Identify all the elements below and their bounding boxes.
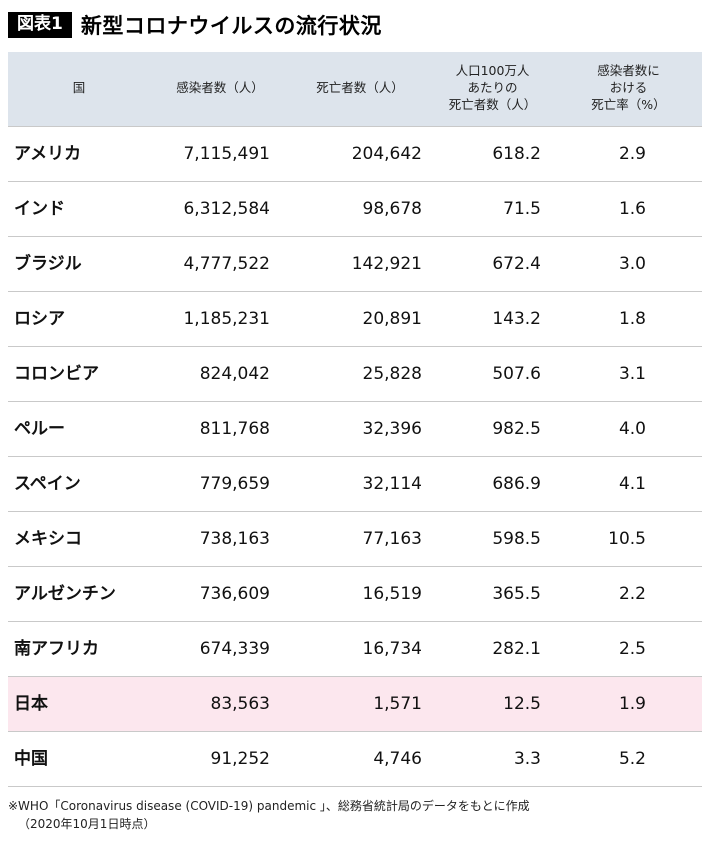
covid-table: 国 感染者数（人） 死亡者数（人） 人口100万人 あたりの 死亡者数（人） 感… bbox=[8, 52, 702, 787]
death-count-cell: 77,163 bbox=[290, 511, 430, 567]
deaths-per-million-cell: 3.3 bbox=[430, 731, 555, 787]
deaths-per-million-cell: 143.2 bbox=[430, 291, 555, 347]
deaths-per-million-cell: 365.5 bbox=[430, 566, 555, 622]
table-row: ペルー 811,768 32,396 982.5 4.0 bbox=[8, 401, 702, 457]
infected-count-cell: 1,185,231 bbox=[150, 291, 290, 347]
death-count-cell: 32,396 bbox=[290, 401, 430, 457]
figure-title: 図表1 新型コロナウイルスの流行状況 bbox=[8, 10, 702, 40]
table-row: 中国 91,252 4,746 3.3 5.2 bbox=[8, 731, 702, 787]
fatality-rate-cell: 2.2 bbox=[555, 566, 702, 622]
country-cell: インド bbox=[8, 181, 150, 237]
source-line: ※WHO「Coronavirus disease (COVID-19) pand… bbox=[8, 798, 530, 813]
deaths-per-million-cell: 598.5 bbox=[430, 511, 555, 567]
country-cell: 中国 bbox=[8, 731, 150, 787]
country-cell: 南アフリカ bbox=[8, 621, 150, 677]
infected-count-cell: 6,312,584 bbox=[150, 181, 290, 237]
country-cell: コロンビア bbox=[8, 346, 150, 402]
fatality-rate-cell: 2.9 bbox=[555, 126, 702, 182]
table-row: 南アフリカ 674,339 16,734 282.1 2.5 bbox=[8, 621, 702, 677]
infected-count-cell: 83,563 bbox=[150, 676, 290, 732]
country-cell: メキシコ bbox=[8, 511, 150, 567]
fatality-rate-cell: 10.5 bbox=[555, 511, 702, 567]
country-cell: ペルー bbox=[8, 401, 150, 457]
fatality-rate-cell: 1.6 bbox=[555, 181, 702, 237]
country-cell: ブラジル bbox=[8, 236, 150, 292]
table-row: ロシア 1,185,231 20,891 143.2 1.8 bbox=[8, 291, 702, 347]
deaths-per-million-cell: 507.6 bbox=[430, 346, 555, 402]
infected-count-cell: 91,252 bbox=[150, 731, 290, 787]
country-cell: 日本 bbox=[8, 676, 150, 732]
death-count-cell: 25,828 bbox=[290, 346, 430, 402]
country-cell: アメリカ bbox=[8, 126, 150, 182]
table-row: メキシコ 738,163 77,163 598.5 10.5 bbox=[8, 511, 702, 567]
fatality-rate-cell: 4.1 bbox=[555, 456, 702, 512]
infected-count-cell: 674,339 bbox=[150, 621, 290, 677]
deaths-per-million-cell: 71.5 bbox=[430, 181, 555, 237]
infected-count-cell: 7,115,491 bbox=[150, 126, 290, 182]
table-row: アメリカ 7,115,491 204,642 618.2 2.9 bbox=[8, 126, 702, 182]
death-count-cell: 142,921 bbox=[290, 236, 430, 292]
death-count-cell: 1,571 bbox=[290, 676, 430, 732]
header-deaths-per-million: 人口100万人 あたりの 死亡者数（人） bbox=[430, 52, 555, 127]
fatality-rate-cell: 1.9 bbox=[555, 676, 702, 732]
death-count-cell: 4,746 bbox=[290, 731, 430, 787]
death-count-cell: 204,642 bbox=[290, 126, 430, 182]
infected-count-cell: 4,777,522 bbox=[150, 236, 290, 292]
fatality-rate-cell: 2.5 bbox=[555, 621, 702, 677]
table-row: 日本 83,563 1,571 12.5 1.9 bbox=[8, 676, 702, 732]
fatality-rate-cell: 3.0 bbox=[555, 236, 702, 292]
deaths-per-million-cell: 282.1 bbox=[430, 621, 555, 677]
death-count-cell: 16,734 bbox=[290, 621, 430, 677]
header-country: 国 bbox=[8, 52, 150, 127]
infected-count-cell: 738,163 bbox=[150, 511, 290, 567]
fatality-rate-cell: 3.1 bbox=[555, 346, 702, 402]
death-count-cell: 98,678 bbox=[290, 181, 430, 237]
table-row: コロンビア 824,042 25,828 507.6 3.1 bbox=[8, 346, 702, 402]
page-title: 新型コロナウイルスの流行状況 bbox=[80, 14, 382, 38]
table-header-row: 国 感染者数（人） 死亡者数（人） 人口100万人 あたりの 死亡者数（人） 感… bbox=[8, 52, 702, 127]
deaths-per-million-cell: 672.4 bbox=[430, 236, 555, 292]
asof-line: （2020年10月1日時点） bbox=[18, 817, 156, 832]
fatality-rate-cell: 1.8 bbox=[555, 291, 702, 347]
header-fatality-rate: 感染者数に おける 死亡率（%） bbox=[555, 52, 702, 127]
header-death-count: 死亡者数（人） bbox=[290, 52, 430, 127]
table-row: ブラジル 4,777,522 142,921 672.4 3.0 bbox=[8, 236, 702, 292]
fatality-rate-cell: 4.0 bbox=[555, 401, 702, 457]
death-count-cell: 20,891 bbox=[290, 291, 430, 347]
table-row: スペイン 779,659 32,114 686.9 4.1 bbox=[8, 456, 702, 512]
header-infected-count: 感染者数（人） bbox=[150, 52, 290, 127]
infected-count-cell: 824,042 bbox=[150, 346, 290, 402]
fatality-rate-cell: 5.2 bbox=[555, 731, 702, 787]
deaths-per-million-cell: 982.5 bbox=[430, 401, 555, 457]
deaths-per-million-cell: 12.5 bbox=[430, 676, 555, 732]
deaths-per-million-cell: 618.2 bbox=[430, 126, 555, 182]
country-cell: ロシア bbox=[8, 291, 150, 347]
figure-number-badge: 図表1 bbox=[8, 12, 72, 38]
country-cell: アルゼンチン bbox=[8, 566, 150, 622]
deaths-per-million-cell: 686.9 bbox=[430, 456, 555, 512]
table-row: アルゼンチン 736,609 16,519 365.5 2.2 bbox=[8, 566, 702, 622]
death-count-cell: 32,114 bbox=[290, 456, 430, 512]
infected-count-cell: 779,659 bbox=[150, 456, 290, 512]
table-body: アメリカ 7,115,491 204,642 618.2 2.9 インド 6,3… bbox=[8, 126, 702, 787]
table-row: インド 6,312,584 98,678 71.5 1.6 bbox=[8, 181, 702, 237]
figure-page: 図表1 新型コロナウイルスの流行状況 国 感染者数（人） 死亡者数（人） 人口1… bbox=[8, 10, 702, 834]
country-cell: スペイン bbox=[8, 456, 150, 512]
infected-count-cell: 736,609 bbox=[150, 566, 290, 622]
infected-count-cell: 811,768 bbox=[150, 401, 290, 457]
death-count-cell: 16,519 bbox=[290, 566, 430, 622]
source-note: ※WHO「Coronavirus disease (COVID-19) pand… bbox=[8, 797, 702, 834]
